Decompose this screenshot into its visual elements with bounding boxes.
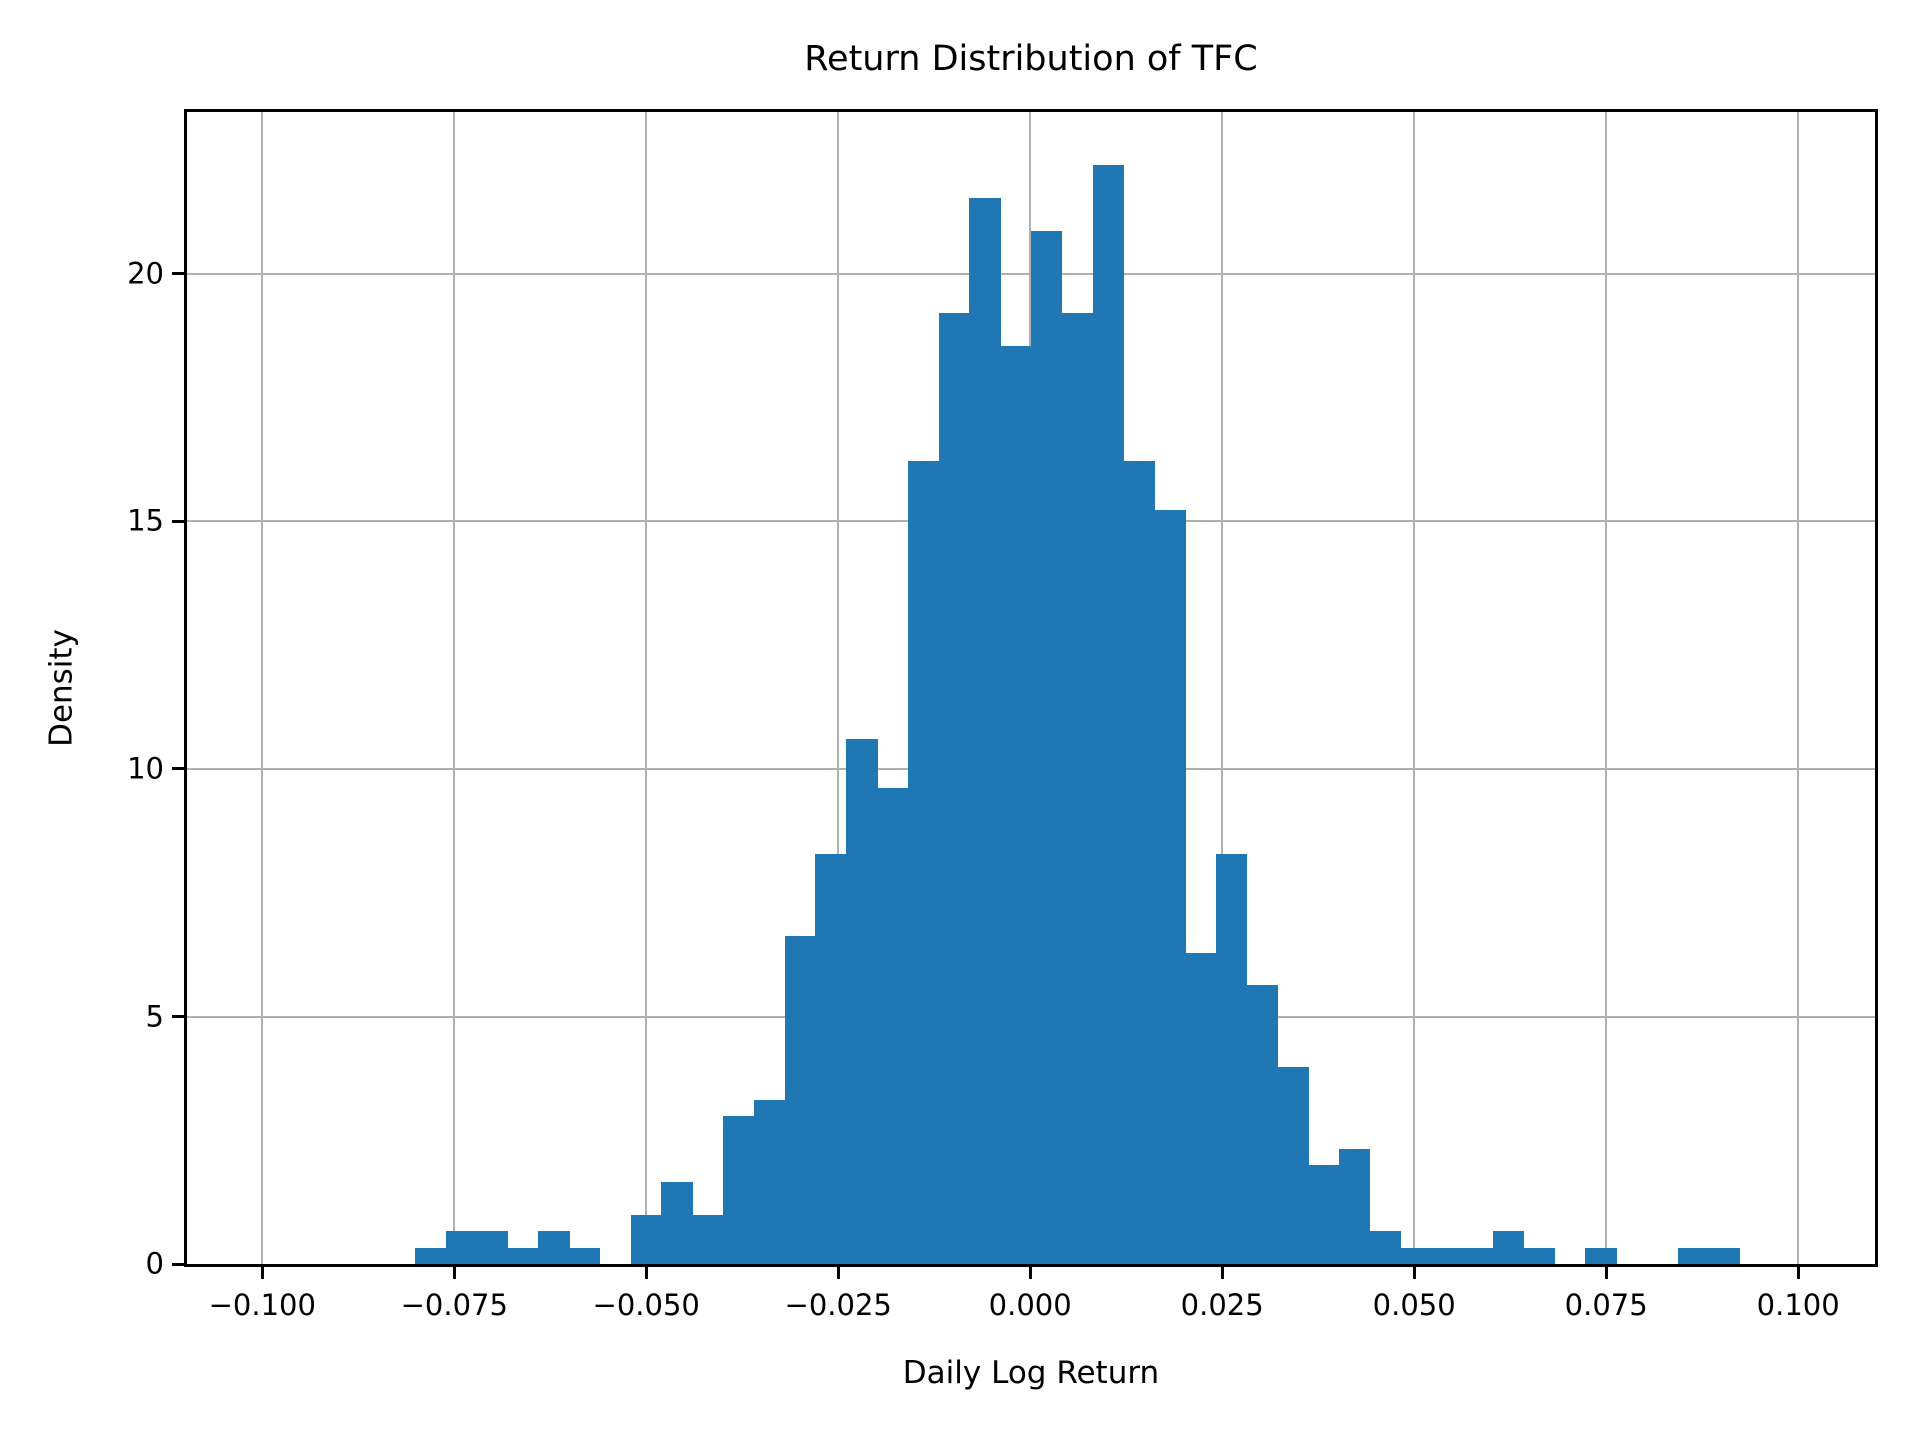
y-tick-mark [172, 272, 184, 276]
histogram-bar [1000, 345, 1032, 1264]
x-tick-mark [1028, 1267, 1032, 1279]
histogram-bar [1369, 1231, 1402, 1264]
histogram-bar [1492, 1231, 1525, 1264]
x-tick-label: −0.100 [208, 1288, 316, 1322]
y-tick-mark [172, 519, 184, 523]
histogram-bar [969, 198, 1001, 1264]
histogram-bar [1308, 1165, 1340, 1264]
vertical-gridline [261, 112, 264, 1264]
histogram-bar [1215, 854, 1248, 1264]
vertical-gridline [453, 112, 456, 1264]
x-tick-label: 0.075 [1564, 1288, 1648, 1322]
histogram-bar [938, 313, 970, 1264]
histogram-bar [846, 739, 878, 1264]
vertical-gridline [1413, 112, 1416, 1264]
histogram-bar [1677, 1247, 1710, 1264]
histogram-bar [753, 1100, 786, 1264]
y-tick-label: 0 [145, 1246, 164, 1281]
y-tick-mark [172, 1015, 184, 1018]
y-axis-label: Density [43, 629, 80, 747]
histogram-bar [538, 1231, 570, 1264]
x-tick-mark [1412, 1267, 1416, 1279]
histogram-bar [692, 1215, 724, 1264]
histogram-bar [445, 1231, 478, 1264]
histogram-bar [661, 1181, 693, 1264]
vertical-gridline [1605, 112, 1608, 1264]
y-tick-label: 10 [127, 751, 164, 786]
histogram-bar [1184, 952, 1217, 1264]
histogram-bar [1708, 1247, 1740, 1264]
chart-title: Return Distribution of TFC [804, 39, 1258, 79]
x-tick-mark [452, 1267, 456, 1279]
histogram-bar [1400, 1247, 1432, 1264]
x-tick-mark [836, 1267, 840, 1279]
histogram-bar [1277, 1066, 1309, 1264]
histogram-bar [1154, 509, 1186, 1264]
x-tick-label: 0.025 [1180, 1288, 1264, 1322]
x-tick-mark [1604, 1267, 1608, 1279]
histogram-bar [907, 460, 940, 1264]
x-tick-mark [260, 1267, 264, 1279]
x-tick-mark [1220, 1267, 1224, 1279]
y-tick-label: 5 [145, 999, 164, 1033]
plot-area [187, 112, 1875, 1264]
histogram-bar [569, 1247, 601, 1264]
y-tick-mark [172, 1262, 184, 1266]
histogram-bar [877, 788, 909, 1264]
histogram-bar [1061, 313, 1094, 1264]
vertical-gridline [645, 112, 648, 1264]
histogram-bar [1523, 1247, 1556, 1264]
vertical-gridline [837, 112, 840, 1264]
x-tick-label: −0.025 [784, 1288, 892, 1322]
histogram-bar [784, 935, 817, 1264]
histogram-bar [1338, 1149, 1371, 1264]
x-tick-mark [1796, 1267, 1800, 1279]
histogram-bar [507, 1247, 539, 1264]
y-tick-label: 20 [127, 256, 164, 291]
vertical-gridline [1797, 112, 1800, 1264]
histogram-bar [1031, 230, 1063, 1264]
histogram-bar [630, 1215, 663, 1264]
x-axis-label: Daily Log Return [902, 1355, 1160, 1391]
x-tick-label: −0.050 [592, 1288, 700, 1322]
histogram-bar [1246, 985, 1278, 1264]
histogram-bar [1123, 460, 1155, 1264]
y-tick-mark [172, 767, 184, 771]
histogram-bar [1431, 1247, 1463, 1264]
histogram-bar [415, 1247, 447, 1264]
histogram-bar [476, 1231, 509, 1264]
x-tick-mark [644, 1267, 648, 1279]
x-tick-label: 0.000 [988, 1288, 1072, 1322]
histogram-bar [1462, 1247, 1494, 1264]
histogram-bar [723, 1116, 755, 1264]
x-tick-label: −0.075 [400, 1288, 508, 1322]
histogram-bar [815, 854, 847, 1264]
histogram-bar [1585, 1247, 1617, 1264]
histogram-bar [1092, 165, 1124, 1264]
x-tick-label: 0.050 [1372, 1288, 1456, 1322]
vertical-gridline [1221, 112, 1224, 1264]
x-tick-label: 0.100 [1756, 1288, 1840, 1322]
y-tick-label: 15 [127, 503, 164, 538]
